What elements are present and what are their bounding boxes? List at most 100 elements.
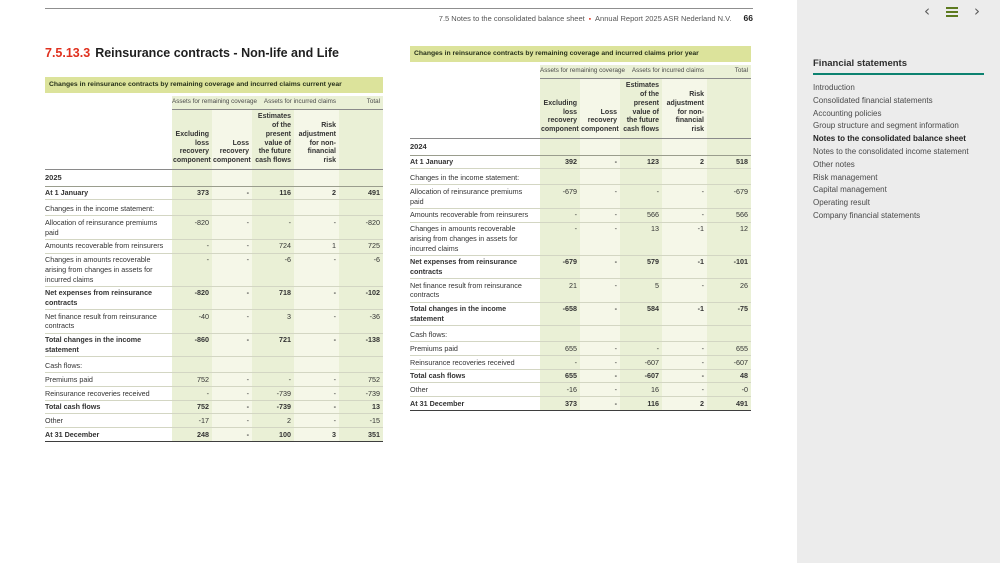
row-label: Total cash flows [45,399,172,414]
cell-value [580,325,620,342]
cell-value [540,325,580,342]
sidebar-item[interactable]: Risk management [813,172,878,182]
empty-cell [580,138,620,156]
sidebar-title: Financial statements [813,58,907,69]
cell-value: 392 [565,157,577,166]
empty-header-cell [339,109,383,171]
cell-value: -739 [339,386,383,401]
row-label: Net expenses from reinsurance contracts [45,285,172,310]
cell-value: 5 [620,278,662,303]
cell-value: 21 [540,278,580,303]
cell-value: - [294,332,339,357]
sidebar-item[interactable]: Operating result [813,198,870,208]
row-label: Reinsurance recoveries received [45,386,172,401]
cell-value: - [580,341,620,356]
empty-header-cell [410,78,540,140]
cell-value: - [212,252,252,287]
cell-value [540,168,580,185]
cell-value: -101 [707,254,751,279]
empty-header-cell [45,96,172,109]
cell-value: - [212,332,252,357]
cell-value: - [212,238,252,254]
year-label: 2024 [410,138,540,156]
column-header: Loss recovery component [580,78,620,140]
sidebar-divider [813,73,984,75]
table-row: Allocation of reinsurance premiums paid -… [410,184,751,209]
cell-value: -1 [662,221,707,256]
page-number: 66 [743,13,753,23]
sidebar-item[interactable]: Notes to the consolidated balance sheet [813,134,966,144]
sidebar-item[interactable]: Group structure and segment information [813,121,959,131]
empty-cell [294,169,339,187]
cell-value: - [662,184,707,209]
cell-value: - [620,341,662,356]
table-current-year: Changes in reinsurance contracts by rema… [45,77,383,442]
empty-header-cell [410,65,540,78]
financial-table: Assets for remaining coverage Assets for … [410,65,751,411]
row-label: Net finance result from reinsurance cont… [45,309,172,334]
cell-value: 718 [252,285,294,310]
cell-value: - [212,285,252,310]
table-row: Cash flows: [45,356,383,373]
section-title-text: Reinsurance contracts - Non-life and Lif… [95,46,339,60]
cell-value [580,168,620,185]
cell-value: -679 [540,254,580,279]
cell-value: - [580,396,620,411]
cell-value: - [540,221,580,256]
cell-value [252,356,294,373]
cell-value: 13 [339,399,383,414]
breadcrumb-separator-icon: ▪ [588,16,592,23]
cell-value: - [580,355,620,370]
cell-value: - [580,301,620,326]
cell-value: -679 [540,184,580,209]
cell-value: - [212,386,252,401]
cell-value: -75 [707,301,751,326]
cell-value: -607 [620,368,662,383]
sidebar-item[interactable]: Accounting policies [813,108,882,118]
cell-value: 1 [294,238,339,254]
sidebar-item[interactable]: Consolidated financial statements [813,95,933,105]
cell-value: - [252,372,294,387]
sidebar-item[interactable]: Company financial statements [813,210,921,220]
cell-value: -679 [707,184,751,209]
cell-value: -40 [172,309,212,334]
column-header: Risk adjustment for non-financial risk [294,109,339,171]
cell-value: 491 [707,396,751,411]
sidebar-item[interactable]: Capital management [813,185,887,195]
cell-value: -15 [339,413,383,428]
table-title: Changes in reinsurance contracts by rema… [45,77,383,94]
cell-value: - [620,184,662,209]
cell-value: 373 [197,188,209,197]
cell-value: - [662,355,707,370]
previous-page-icon[interactable]: ‹ [924,2,930,20]
table-row: Net finance result from reinsurance cont… [45,309,383,334]
menu-icon[interactable] [946,6,958,17]
breadcrumb: 7.5 Notes to the consolidated balance sh… [438,14,585,23]
cell-value: -739 [252,399,294,414]
column-group-header: Assets for incurred claims [620,65,707,79]
cell-value: -6 [339,252,383,287]
cell-value: 116 [279,188,291,197]
sidebar-item[interactable]: Other notes [813,159,855,169]
sidebar-item[interactable]: Notes to the consolidated income stateme… [813,147,969,157]
row-label: Changes in amounts recoverable arising f… [410,221,540,256]
cell-value: 100 [252,427,294,442]
cell-value: - [580,278,620,303]
cell-value: -607 [620,355,662,370]
cell-value [212,199,252,216]
cell-value: 2 [662,396,707,411]
cell-value: -1 [662,254,707,279]
cell-value: 373 [540,396,580,411]
next-page-icon[interactable]: › [974,2,980,20]
row-label: Total changes in the income statement [45,332,172,357]
cell-value: 579 [620,254,662,279]
row-label: Reinsurance recoveries received [410,355,540,370]
table-row: Net expenses from reinsurance contracts -… [45,285,383,310]
cell-value [339,356,383,373]
cell-value: 655 [540,368,580,383]
cell-value [620,168,662,185]
column-group-header: Assets for remaining coverage [540,65,625,79]
cell-value: - [580,207,620,223]
sidebar-item[interactable]: Introduction [813,83,855,93]
